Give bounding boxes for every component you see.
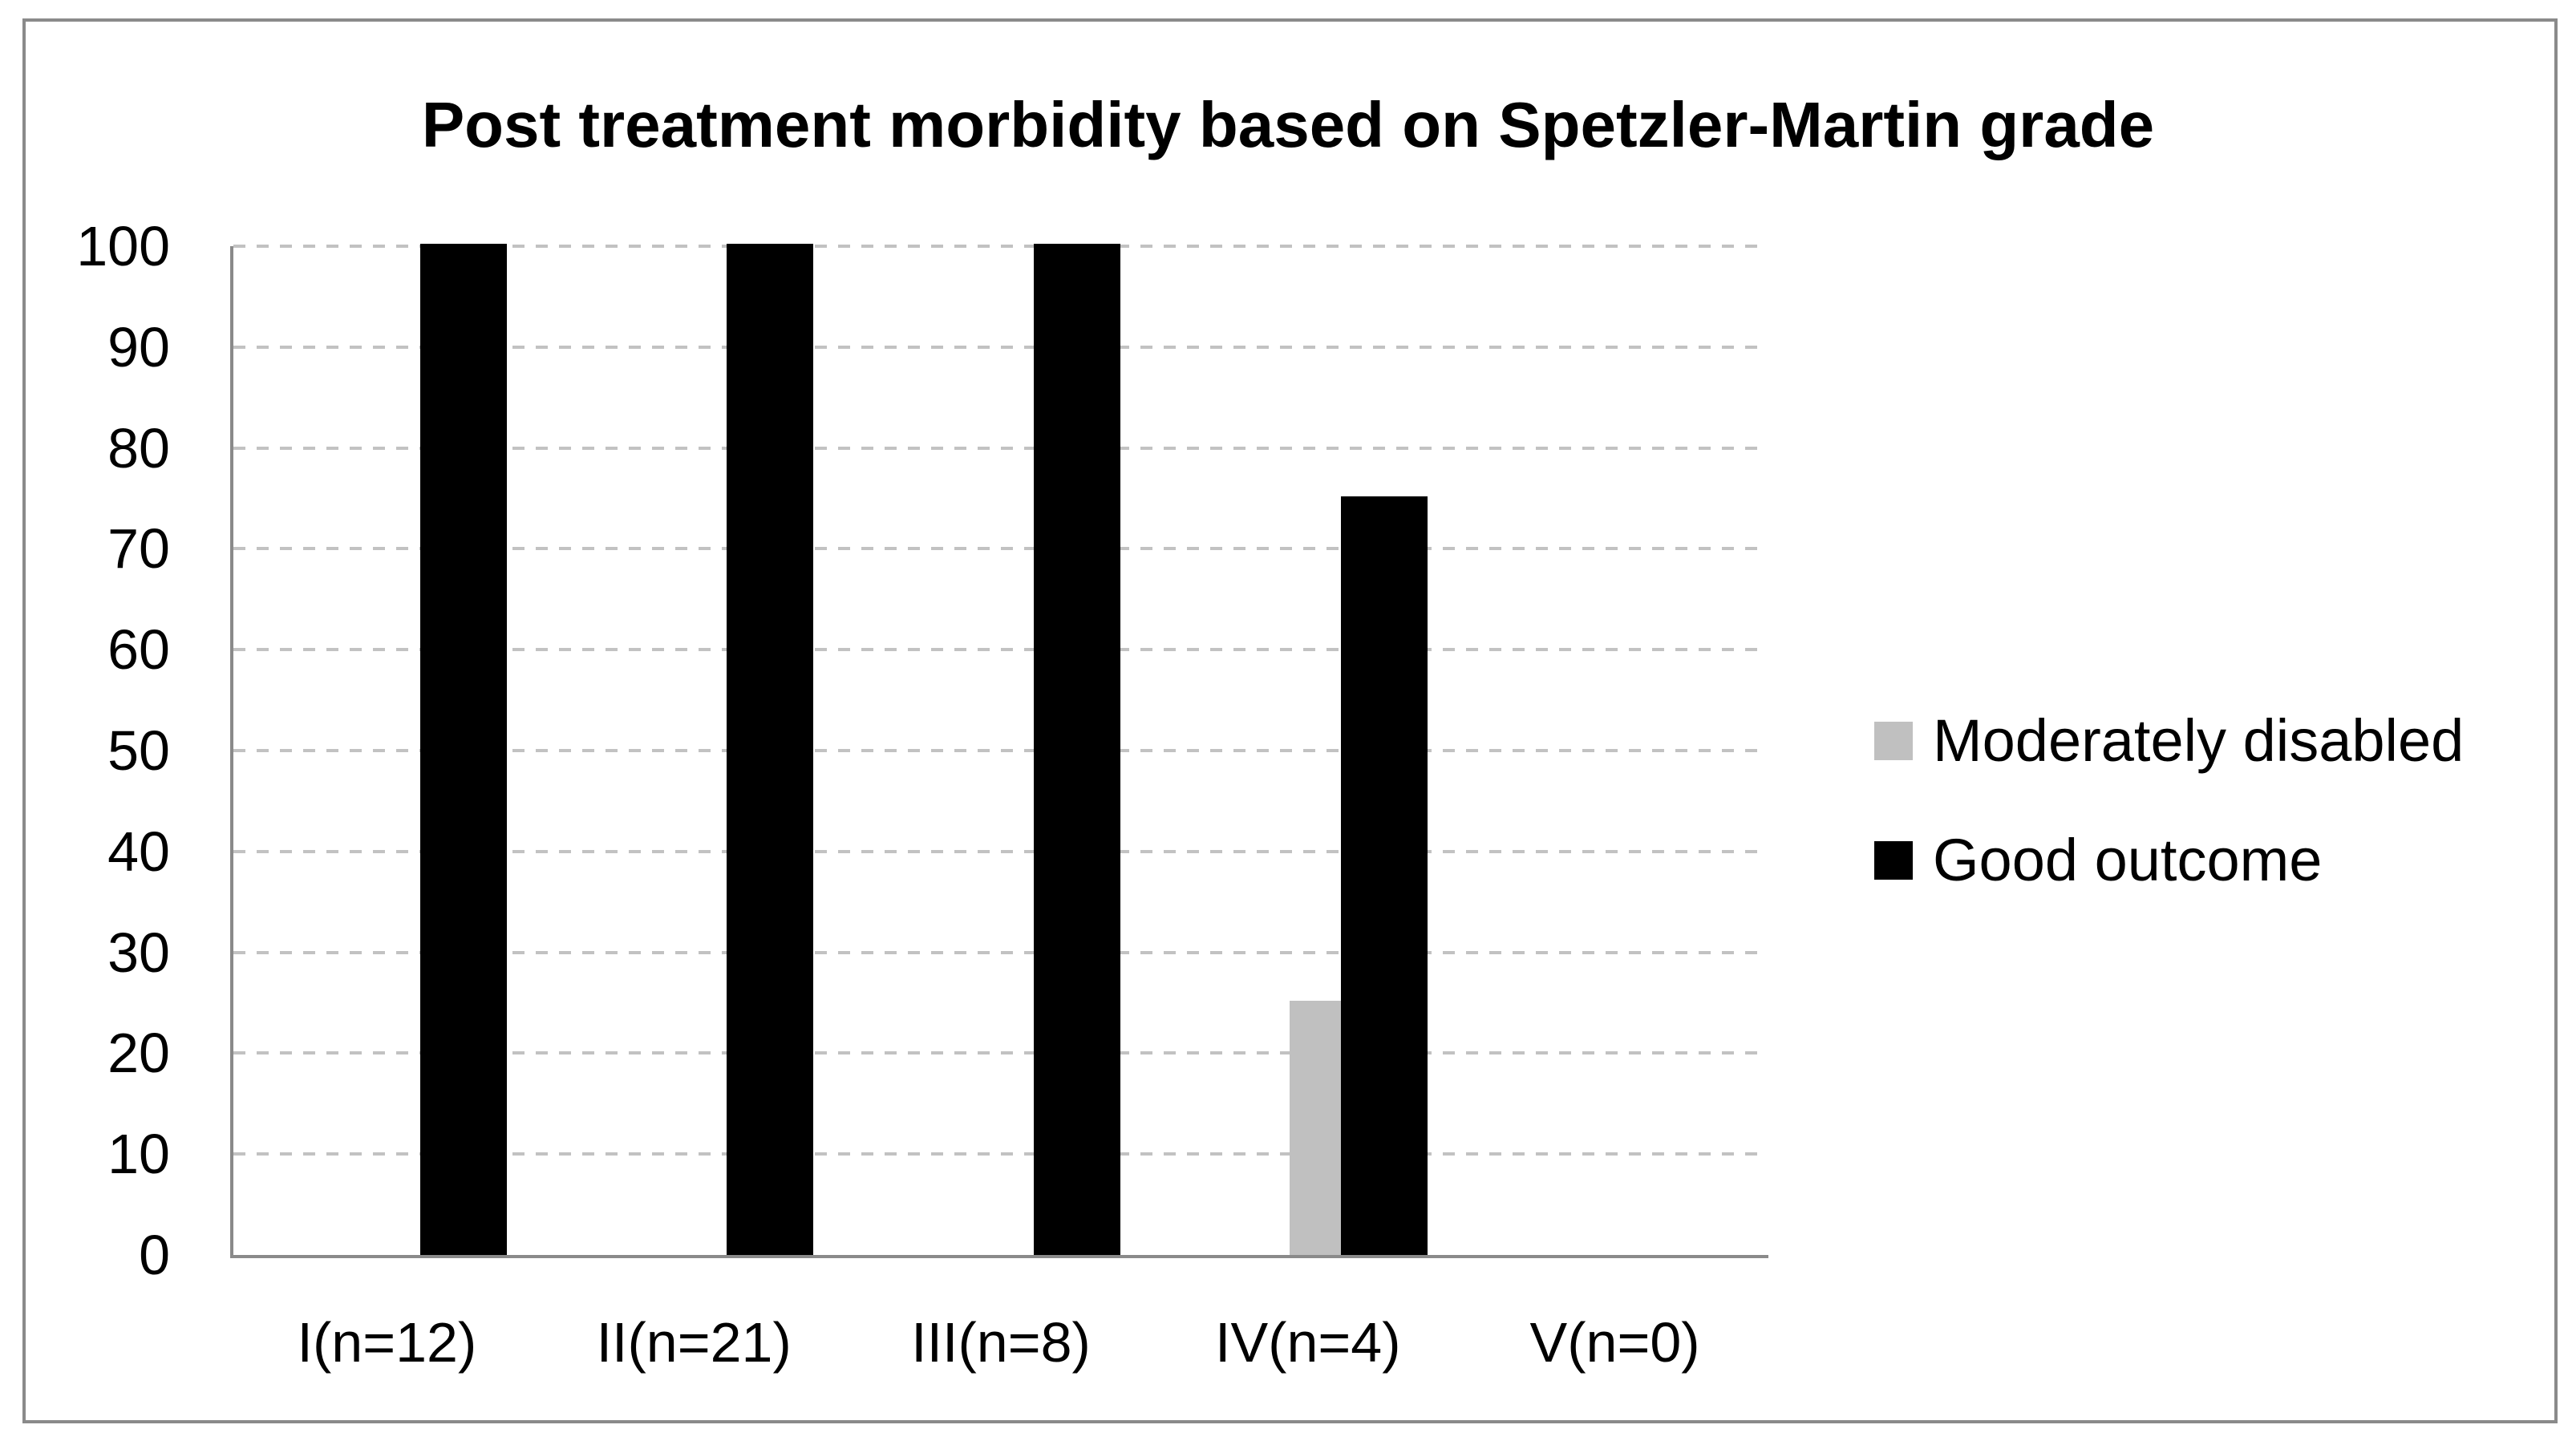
x-axis-label-iii-n-8: III(n=8) [911,1311,1091,1374]
x-axis-label-i-n-12: I(n=12) [297,1311,477,1374]
y-axis-label-50: 50 [107,719,170,782]
gridline-70 [233,547,1768,551]
gridline-10 [233,1152,1768,1156]
gridline-80 [233,446,1768,450]
bar-good-outcome-i-n-12 [419,244,507,1255]
chart-title: Post treatment morbidity based on Spetzl… [421,89,2155,160]
x-axis-label-ii-n-21: II(n=21) [596,1311,792,1374]
x-axis-label-v-n-0: V(n=0) [1529,1311,1700,1374]
y-axis-label-70: 70 [107,517,170,581]
y-axis-line [230,246,233,1258]
bar-good-outcome-ii-n-21 [727,244,814,1255]
legend-swatch-good-outcome-icon [1874,841,1913,880]
y-axis-label-0: 0 [139,1224,170,1286]
x-axis-line [230,1255,1768,1258]
legend-label-good-outcome: Good outcome [1933,827,2323,893]
bar-good-outcome-iii-n-8 [1034,244,1121,1255]
y-axis-label-20: 20 [107,1022,170,1085]
y-axis-label-100: 100 [76,215,170,277]
gridline-50 [233,749,1768,752]
gridline-20 [233,1051,1768,1055]
legend-label-moderately-disabled: Moderately disabled [1933,707,2465,774]
gridline-100 [233,245,1768,248]
y-axis-label-80: 80 [107,416,170,480]
gridline-40 [233,849,1768,853]
gridline-30 [233,950,1768,954]
y-axis-label-60: 60 [107,618,170,682]
gridline-60 [233,648,1768,652]
legend-swatch-moderately-disabled-icon [1874,722,1913,760]
legend-item-moderately-disabled: Moderately disabled [1874,711,2464,771]
bar-moderately-disabled-iv-n-4 [1290,1000,1342,1255]
y-axis-label-40: 40 [107,820,170,883]
y-axis-label-30: 30 [107,921,170,984]
chart-border-frame [22,18,2558,1423]
bar-good-outcome-iv-n-4 [1341,496,1428,1255]
y-axis-label-10: 10 [107,1123,170,1186]
y-axis-label-90: 90 [107,315,170,378]
gridline-90 [233,345,1768,349]
x-axis-label-iv-n-4: IV(n=4) [1215,1311,1401,1374]
legend-item-good-outcome: Good outcome [1874,831,2322,890]
